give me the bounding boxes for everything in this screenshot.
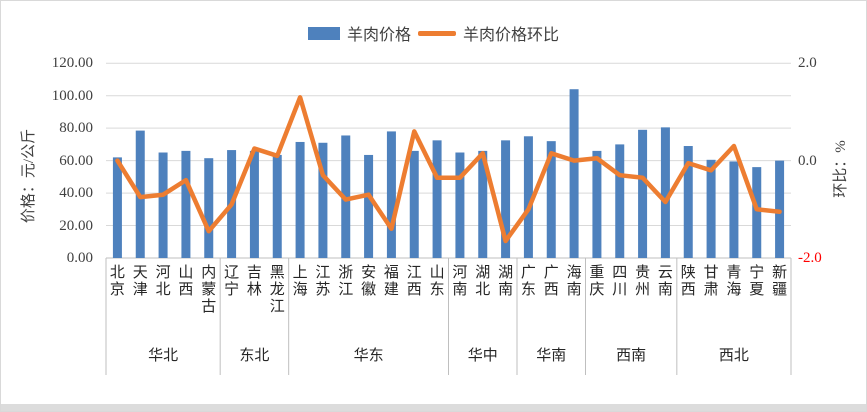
- price-bar: [432, 140, 442, 258]
- price-bar: [775, 160, 785, 258]
- province-label: 甘 肃: [703, 265, 719, 298]
- y-left-tick-label: 100.00: [51, 87, 93, 104]
- province-label: 重 庆: [589, 265, 605, 298]
- province-label: 天 津: [132, 265, 148, 298]
- price-bar: [249, 150, 259, 258]
- legend-bar-swatch-icon: [307, 26, 340, 40]
- region-label: 东北: [239, 348, 270, 364]
- price-bar: [683, 146, 693, 258]
- price-bar: [501, 140, 511, 258]
- province-label: 黑 龙 江: [269, 265, 285, 315]
- province-label: 安 徽: [361, 265, 377, 298]
- region-label: 西北: [718, 348, 749, 364]
- province-label: 陕 西: [680, 265, 696, 298]
- province-label: 云 南: [657, 265, 673, 298]
- province-label: 河 南: [452, 265, 468, 298]
- province-label: 浙 江: [338, 265, 354, 298]
- price-bar: [181, 150, 191, 258]
- price-bar: [752, 167, 762, 258]
- province-label: 江 苏: [315, 265, 331, 298]
- province-label: 贵 州: [635, 265, 651, 298]
- province-label: 山 东: [429, 265, 445, 298]
- price-bar: [638, 129, 648, 258]
- province-label: 河 北: [155, 265, 171, 298]
- price-bar: [615, 144, 625, 258]
- province-label: 海 南: [566, 265, 582, 298]
- y-left-tick-label: 40.00: [59, 185, 93, 202]
- price-bar: [386, 131, 396, 258]
- region-label: 华北: [148, 348, 179, 364]
- province-label: 新 疆: [772, 265, 788, 298]
- region-label: 西南: [616, 348, 647, 364]
- province-label: 北 京: [109, 265, 125, 298]
- province-label: 福 建: [383, 265, 399, 298]
- price-bar: [592, 150, 602, 258]
- region-label: 华东: [353, 348, 384, 364]
- price-bar: [706, 159, 716, 258]
- y-right-tick-label: -2.0: [798, 250, 822, 266]
- province-label: 四 川: [612, 265, 628, 298]
- price-bar: [318, 142, 328, 258]
- price-bar: [295, 141, 305, 258]
- y-right-tick-label: 2.0: [798, 55, 817, 72]
- region-label: 华中: [467, 348, 498, 364]
- legend-label-momchange: 羊肉价格环比: [463, 27, 560, 44]
- price-bar: [364, 154, 374, 258]
- y-left-tick-label: 80.00: [59, 120, 93, 137]
- province-label: 广 东: [520, 265, 536, 298]
- price-bar: [455, 152, 465, 258]
- y-right-tick-label: 0.0: [798, 152, 817, 169]
- y-left-tick-label: 60.00: [59, 152, 93, 169]
- price-bar: [660, 127, 670, 258]
- price-bar: [729, 161, 739, 258]
- province-label: 吉 林: [246, 265, 262, 298]
- province-label: 山 西: [178, 265, 194, 298]
- legend-line-swatch-icon: [418, 30, 456, 36]
- province-label: 内 蒙 古: [201, 265, 217, 315]
- legend: 羊肉价格 羊肉价格环比: [1, 21, 866, 45]
- region-label: 华南: [536, 348, 567, 364]
- province-label: 湖 南: [498, 265, 514, 298]
- price-bar: [409, 150, 419, 258]
- price-bar: [272, 154, 282, 258]
- y-left-tick-label: 0.00: [66, 250, 93, 266]
- price-bar: [523, 136, 533, 258]
- price-bar: [478, 150, 488, 258]
- y-left-tick-label: 120.00: [51, 55, 93, 72]
- price-bar: [569, 89, 579, 258]
- province-label: 广 西: [543, 265, 559, 298]
- legend-label-price: 羊肉价格: [346, 27, 411, 44]
- province-label: 青 海: [726, 265, 742, 298]
- bottom-edge-strip: [1, 404, 866, 411]
- price-bar: [158, 152, 168, 258]
- province-label: 上 海: [292, 265, 308, 298]
- price-bar: [204, 158, 214, 258]
- province-label: 宁 夏: [749, 265, 765, 298]
- price-bar: [112, 157, 122, 258]
- momchange-line: [115, 95, 782, 244]
- price-bar: [546, 141, 556, 258]
- province-label: 江 西: [406, 265, 422, 298]
- province-label: 辽 宁: [224, 265, 240, 298]
- y-left-tick-label: 20.00: [59, 217, 93, 234]
- province-label: 湖 北: [475, 265, 491, 298]
